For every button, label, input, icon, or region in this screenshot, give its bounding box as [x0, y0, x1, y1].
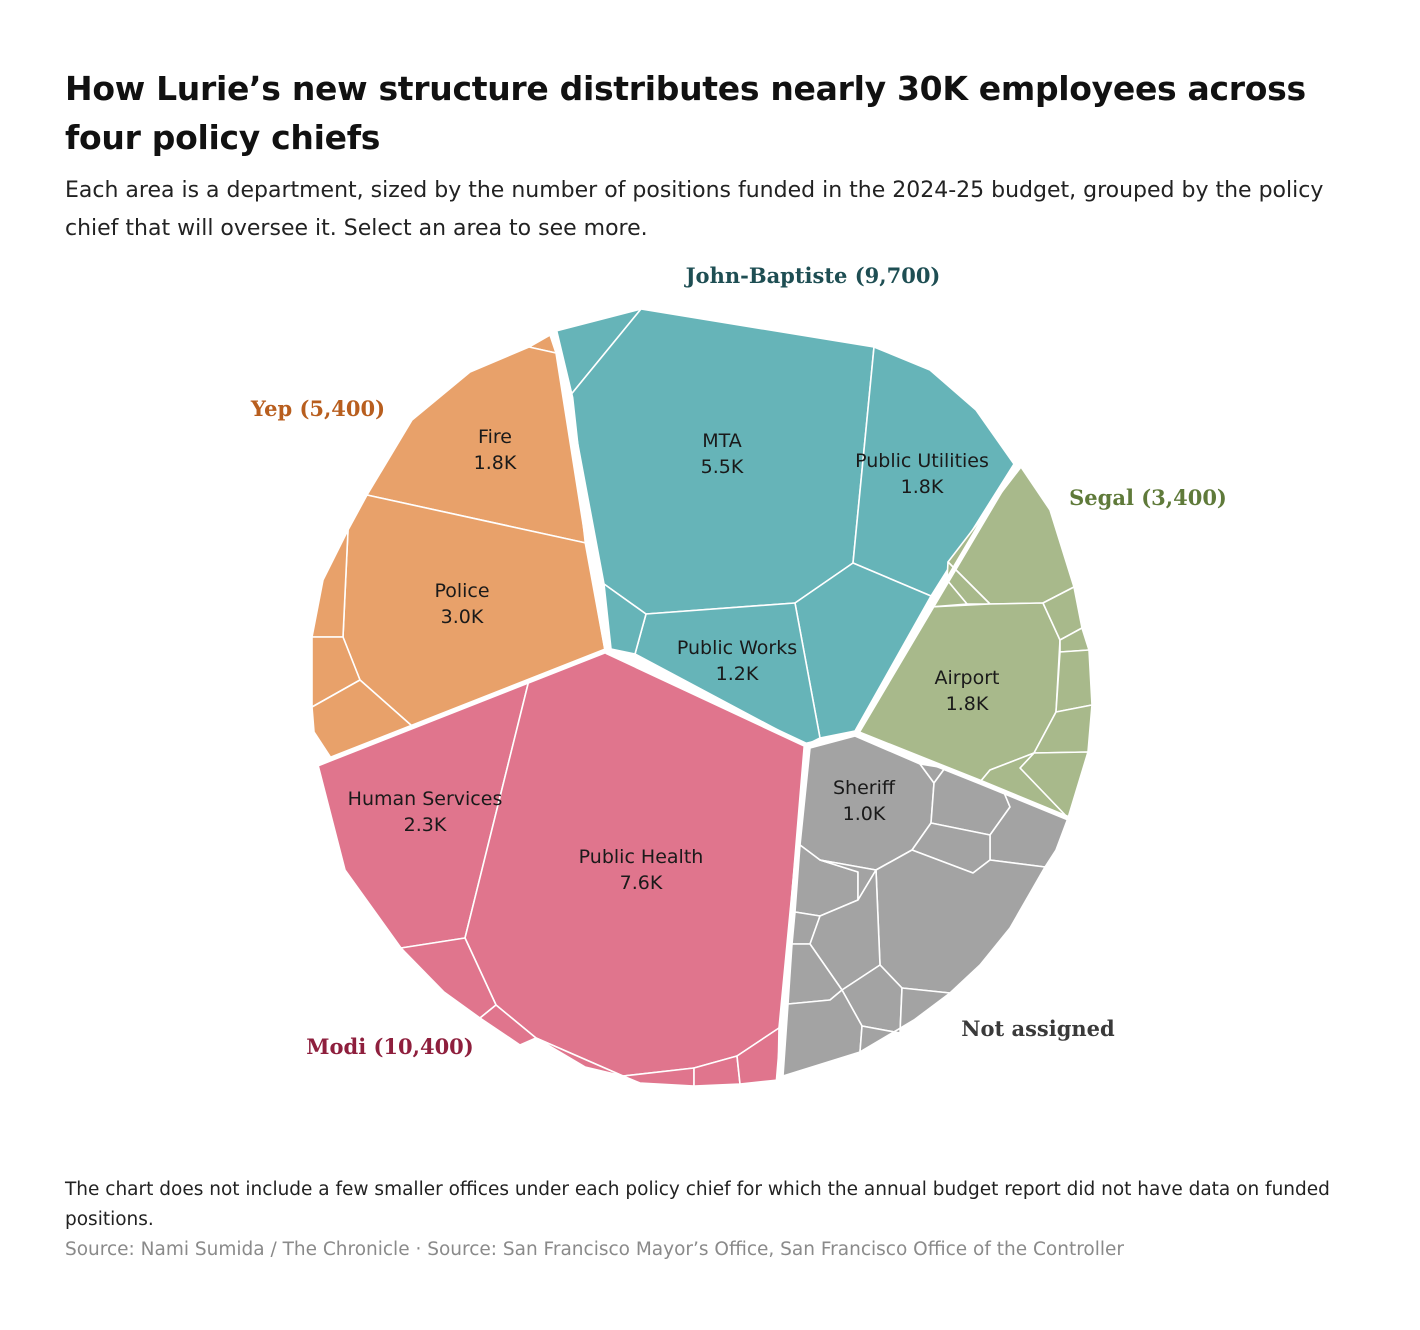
region-border-2: [315, 648, 608, 767]
dept-label-public-works: Public Works: [677, 637, 797, 659]
labels-layer: MTA 5.5K Public Utilities 1.8K Public Works 1…: [250, 263, 1227, 1059]
chief-label-john-baptiste: John-Baptiste (9,700): [684, 263, 941, 288]
dept-value-sheriff: 1.0K: [843, 803, 886, 825]
dept-label-fire: Fire: [478, 426, 512, 448]
dept-label-mta: MTA: [702, 430, 742, 452]
dept-label-public-utilities: Public Utilities: [855, 450, 989, 472]
dept-value-mta: 5.5K: [701, 456, 744, 478]
cell-na-c6[interactable]: [875, 849, 1046, 994]
cell-yep-left-3[interactable]: [311, 679, 413, 759]
region-border-1: [552, 328, 809, 1085]
dept-label-airport: Airport: [934, 667, 999, 689]
voronoi-treemap-chart: MTA 5.5K Public Utilities 1.8K Public Works 1…: [250, 263, 1227, 1087]
cell-yep-left-1[interactable]: [311, 529, 349, 638]
dept-value-public-utilities: 1.8K: [901, 476, 944, 498]
dept-value-police: 3.0K: [441, 606, 484, 628]
region-border-4: [854, 730, 1073, 822]
dept-label-public-health: Public Health: [579, 846, 704, 868]
chief-label-yep: Yep (5,400): [250, 396, 385, 421]
cell-segal-e3[interactable]: [1055, 649, 1093, 713]
dept-label-police: Police: [434, 580, 489, 602]
chart-title: How Lurie’s new structure distributes ne…: [65, 69, 1306, 157]
cell-modi-s-1[interactable]: [535, 1037, 624, 1077]
dept-label-human-services: Human Services: [348, 788, 503, 810]
chief-label-not-assigned: Not assigned: [961, 1016, 1115, 1041]
dept-value-public-works: 1.2K: [716, 663, 759, 685]
chart-source: Source: Nami Sumida / The Chronicle · So…: [65, 1239, 1124, 1260]
dept-label-sheriff: Sheriff: [833, 777, 896, 799]
cells-layer: [311, 308, 1093, 1087]
cell-jb-east[interactable]: [794, 562, 932, 739]
chart-footnote: The chart does not include a few smaller…: [65, 1179, 1330, 1230]
cell-jb-sliver[interactable]: [603, 583, 647, 655]
dept-value-public-health: 7.6K: [620, 872, 663, 894]
chart-subtitle: Each area is a department, sized by the …: [65, 178, 1324, 241]
dept-value-fire: 1.8K: [474, 452, 517, 474]
chief-label-modi: Modi (10,400): [306, 1034, 473, 1059]
region-borders: [315, 328, 1073, 1085]
cell-na-c14[interactable]: [859, 987, 951, 1053]
dept-value-human-services: 2.3K: [404, 814, 447, 836]
chief-label-segal: Segal (3,400): [1069, 485, 1227, 510]
dept-value-airport: 1.8K: [946, 693, 989, 715]
